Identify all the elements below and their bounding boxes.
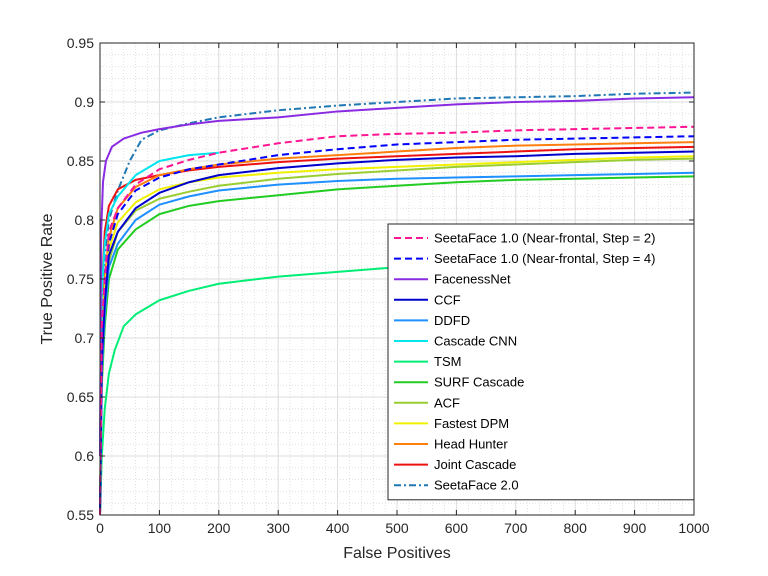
y-tick-label: 0.55 (67, 507, 94, 523)
y-axis-label: True Positive Rate (39, 213, 56, 344)
x-tick-label: 500 (385, 520, 409, 536)
legend-label-cascade-cnn: Cascade CNN (434, 334, 517, 349)
series-line-ccf (99, 150, 695, 516)
y-tick-label: 0.7 (75, 330, 95, 346)
legend-label-seetaface-2-0: SeetaFace 2.0 (434, 478, 519, 493)
legend-label-seetaface-1-0-near-frontal-step-4: SeetaFace 1.0 (Near-frontal, Step = 4) (434, 251, 655, 266)
x-tick-label: 400 (326, 520, 350, 536)
legend-label-tsm: TSM (434, 354, 461, 369)
legend-label-facenessnet: FacenessNet (434, 272, 511, 287)
series-line-seetaface-1-0-near-frontal-step-2 (99, 125, 695, 516)
x-tick-label: 800 (564, 520, 588, 536)
legend-label-joint-cascade: Joint Cascade (434, 457, 516, 472)
y-tick-label: 0.6 (75, 448, 95, 464)
series-line-ddfd (99, 171, 695, 516)
y-tick-label: 0.8 (75, 212, 95, 228)
x-tick-label: 1000 (678, 520, 709, 536)
series-line-joint-cascade (99, 145, 695, 457)
legend-box (387, 223, 695, 501)
x-tick-label: 200 (207, 520, 231, 536)
y-tick-label: 0.75 (67, 271, 94, 287)
y-tick-label: 0.95 (67, 35, 94, 51)
x-tick-label: 0 (96, 520, 104, 536)
x-tick-label: 300 (267, 520, 291, 536)
legend-label-head-hunter: Head Hunter (434, 437, 508, 452)
legend-label-ccf: CCF (434, 292, 461, 307)
legend-label-fastest-dpm: Fastest DPM (434, 416, 509, 431)
x-tick-label: 700 (504, 520, 528, 536)
legend-label-acf: ACF (434, 395, 460, 410)
x-tick-label: 100 (148, 520, 172, 536)
y-tick-label: 0.65 (67, 389, 94, 405)
legend-label-ddfd: DDFD (434, 313, 470, 328)
series-line-cascade-cnn (99, 151, 219, 457)
series-line-tsm (99, 265, 427, 516)
series-lines (99, 91, 695, 516)
x-tick-label: 900 (623, 520, 647, 536)
x-tick-label: 600 (445, 520, 469, 536)
y-tick-label: 0.9 (75, 94, 95, 110)
series-line-surf-cascade (99, 175, 695, 516)
y-tick-label: 0.85 (67, 153, 94, 169)
legend-label-surf-cascade: SURF Cascade (434, 375, 524, 390)
legend: SeetaFace 1.0 (Near-frontal, Step = 2) Se… (387, 223, 695, 501)
y-tick-labels: 0.55 0.6 0.65 0.7 0.75 0.8 0.85 0.9 0.95 (67, 35, 94, 523)
legend-label-seetaface-1-0-near-frontal-step-2: SeetaFace 1.0 (Near-frontal, Step = 2) (434, 231, 655, 246)
x-axis-label: False Positives (343, 545, 451, 562)
series-line-facenessnet (99, 96, 695, 457)
x-tick-labels: 0 100 200 300 400 500 600 700 800 900 1000 (96, 520, 710, 536)
